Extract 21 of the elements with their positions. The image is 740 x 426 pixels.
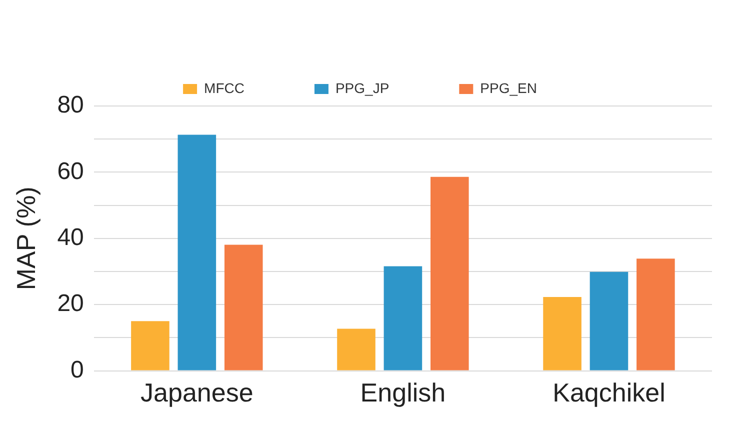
bar (384, 266, 422, 370)
bar (543, 296, 582, 370)
x-tick-label: English (360, 378, 446, 408)
bar (224, 244, 263, 370)
y-tick-label: 40 (57, 224, 84, 252)
y-tick-label: 0 (70, 356, 84, 384)
legend-label: MFCC (204, 80, 244, 96)
bar (636, 258, 675, 370)
y-tick-label: 20 (57, 290, 84, 318)
legend-label: PPG_JP (335, 80, 390, 96)
x-tick-label: Japanese (140, 378, 254, 408)
y-tick-label: 60 (57, 158, 84, 185)
y-tick-label: 80 (57, 92, 84, 119)
bar (430, 176, 469, 370)
legend-label: PPG_EN (480, 80, 537, 96)
bar (590, 272, 628, 370)
bar (337, 328, 376, 370)
bar (178, 134, 216, 370)
bar (131, 321, 170, 370)
y-axis-title: MAP (%) (10, 186, 41, 290)
x-tick-label: Kaqchikel (552, 378, 666, 408)
